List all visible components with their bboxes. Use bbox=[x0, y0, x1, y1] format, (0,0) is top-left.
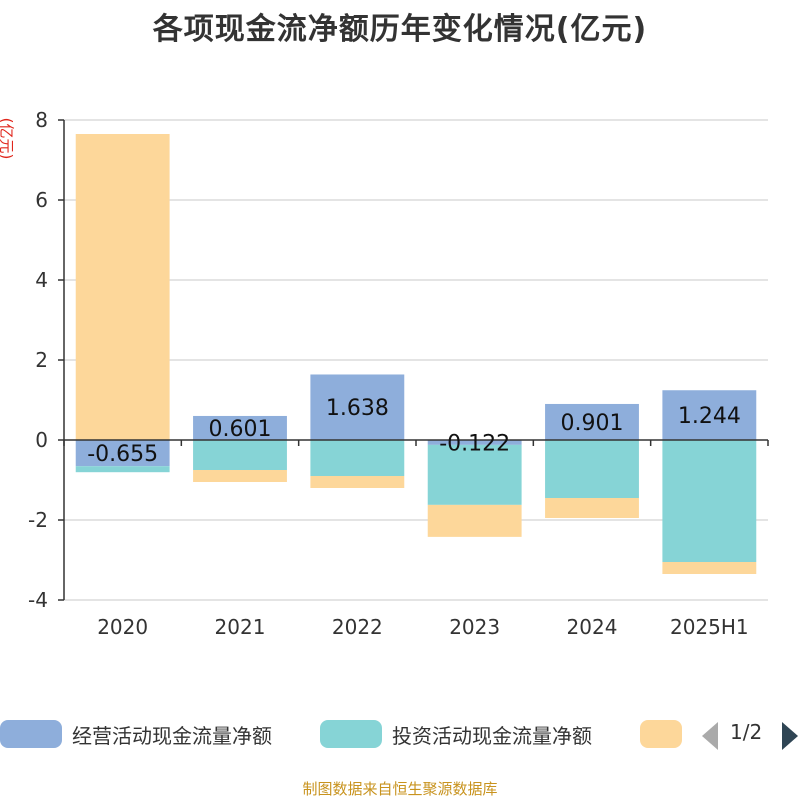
y-tick-label: -4 bbox=[28, 588, 48, 612]
bar-2022-series-0 bbox=[310, 374, 405, 440]
x-tick-label: 2021 bbox=[215, 615, 266, 639]
legend-item-investing[interactable]: 投资活动现金流量净额 bbox=[320, 718, 592, 750]
bar-2025H1-series-2 bbox=[662, 562, 757, 574]
y-tick-label: 2 bbox=[35, 348, 48, 372]
data-label: 0.601 bbox=[209, 417, 272, 442]
source-note: 制图数据来自恒生聚源数据库 bbox=[302, 780, 498, 798]
legend-swatch-operating bbox=[0, 720, 62, 748]
data-label: 1.638 bbox=[326, 396, 389, 421]
chart-plot: -4 -2 0 2 4 6 8 2020 2021 2022 2023 2024 2025H1 -0.65… bbox=[28, 108, 769, 639]
x-tick-label: 2022 bbox=[332, 615, 383, 639]
data-label: 0.901 bbox=[561, 411, 624, 436]
legend-page-indicator: 1/2 bbox=[730, 720, 763, 744]
y-tick-label: 4 bbox=[35, 268, 48, 292]
legend-label-operating: 经营活动现金流量净额 bbox=[72, 723, 272, 748]
data-label: -0.122 bbox=[439, 431, 510, 456]
chart-title: 各项现金流净额历年变化情况(亿元) bbox=[152, 12, 648, 47]
bar-2022-series-2 bbox=[310, 476, 405, 488]
x-tick-label: 2024 bbox=[567, 615, 618, 639]
y-tick-label: -2 bbox=[28, 508, 48, 532]
bar-2024-series-2 bbox=[545, 498, 639, 518]
y-tick-label: 6 bbox=[35, 188, 48, 212]
bar-2024-series-0 bbox=[545, 403, 639, 440]
legend-item-financing[interactable] bbox=[640, 718, 692, 750]
legend-swatch-financing bbox=[640, 720, 682, 748]
y-tick-label: 8 bbox=[35, 108, 48, 132]
legend-swatch-investing bbox=[320, 720, 382, 748]
x-tick-label: 2023 bbox=[449, 615, 500, 639]
legend: 经营活动现金流量净额 投资活动现金流量净额 1/2 bbox=[0, 712, 800, 756]
bar-2020-series-0 bbox=[75, 440, 170, 467]
bar-2020-series-1 bbox=[75, 466, 170, 473]
bar-2025H1-series-0 bbox=[662, 390, 757, 440]
bar-2023-series-1 bbox=[427, 444, 522, 505]
legend-next-page-icon[interactable] bbox=[782, 722, 798, 750]
bar-2022-series-1 bbox=[310, 440, 405, 476]
data-label: 1.244 bbox=[678, 404, 741, 429]
data-label: -0.655 bbox=[87, 442, 158, 467]
x-tick-label: 2025H1 bbox=[670, 615, 749, 639]
bar-2021-series-0 bbox=[193, 415, 287, 440]
bar-2021-series-1 bbox=[193, 440, 287, 470]
x-tick-label: 2020 bbox=[97, 615, 148, 639]
bar-2020-series-2 bbox=[75, 134, 170, 440]
bar-2024-series-1 bbox=[545, 440, 639, 498]
legend-label-investing: 投资活动现金流量净额 bbox=[392, 723, 592, 748]
bar-2021-series-2 bbox=[193, 470, 287, 482]
bar-2025H1-series-1 bbox=[662, 440, 757, 562]
y-tick-label: 0 bbox=[35, 428, 48, 452]
legend-item-operating[interactable]: 经营活动现金流量净额 bbox=[0, 718, 272, 750]
legend-prev-page-icon[interactable] bbox=[702, 722, 718, 750]
bar-2023-series-2 bbox=[427, 504, 522, 537]
bar-2023-series-0 bbox=[427, 440, 522, 445]
